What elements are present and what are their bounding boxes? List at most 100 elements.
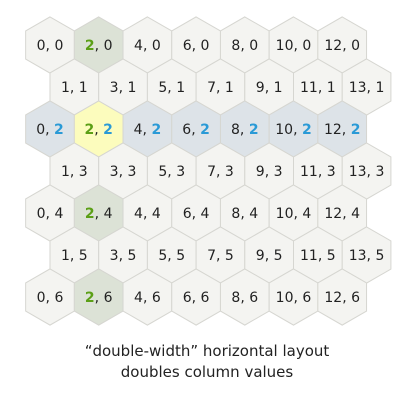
hex-col-value: 5: [158, 248, 167, 264]
hex-label: 4, 2: [134, 122, 162, 138]
hex-label: 0, 2: [36, 122, 64, 138]
hex-row-value: 4: [201, 206, 210, 222]
hex-col-value: 4: [134, 38, 143, 54]
hex-row-value: 0: [351, 38, 360, 54]
hex-label: 2, 0: [85, 38, 113, 54]
hex-col-value: 9: [256, 164, 265, 180]
hex-col-value: 13: [349, 80, 367, 96]
hex-row-value: 1: [274, 80, 283, 96]
hex-label: 0, 0: [37, 38, 64, 54]
hex-label: 6, 0: [183, 38, 210, 54]
hex-col-value: 2: [85, 290, 95, 306]
hex-label: 5, 5: [158, 248, 185, 264]
hex-row-value: 6: [54, 290, 63, 306]
hex-row-value: 4: [152, 206, 161, 222]
hex-label: 4, 6: [134, 290, 161, 306]
hex-row-value: 3: [274, 164, 283, 180]
hex-cell-6-6: 6, 6: [171, 268, 221, 326]
hex-row-value: 4: [249, 206, 258, 222]
hex-row-value: 0: [54, 38, 63, 54]
hex-col-value: 10: [276, 290, 294, 306]
hex-col-value: 8: [231, 38, 240, 54]
hex-row-value: 0: [249, 38, 258, 54]
hex-row-value: 6: [201, 290, 210, 306]
hex-col-value: 7: [207, 80, 216, 96]
hex-label: 1, 3: [61, 164, 88, 180]
hex-row-value: 2: [151, 122, 161, 138]
hex-col-value: 6: [182, 122, 191, 138]
hex-label: 11, 1: [300, 80, 336, 96]
hex-cell-9-3: 9, 3: [244, 142, 294, 200]
hex-row-value: 4: [351, 206, 360, 222]
hex-label: 12, 0: [324, 38, 360, 54]
hex-label: 0, 6: [37, 290, 64, 306]
hex-label: 7, 3: [207, 164, 234, 180]
hex-label: 8, 2: [231, 122, 259, 138]
hex-col-value: 11: [300, 80, 318, 96]
hex-label: 1, 1: [61, 80, 88, 96]
hex-row-value: 6: [152, 290, 161, 306]
hex-label: 12, 2: [324, 122, 360, 138]
hex-label: 2, 4: [85, 206, 113, 222]
hex-col-value: 3: [110, 80, 119, 96]
hex-label: 6, 4: [183, 206, 210, 222]
hex-label: 9, 3: [256, 164, 283, 180]
hex-col-value: 13: [349, 248, 367, 264]
hex-row-value: 2: [351, 122, 361, 138]
hex-label: 10, 6: [276, 290, 312, 306]
hex-cell-4-0: 4, 0: [122, 16, 173, 74]
hex-label: 3, 1: [110, 80, 137, 96]
hex-cell-12-4: 12, 4: [317, 184, 368, 242]
hex-row-value: 5: [128, 248, 137, 264]
hex-cell-12-2: 12, 2: [317, 100, 368, 158]
hex-row-value: 5: [176, 248, 185, 264]
hex-grid: 0, 0 2, 0 4, 0 6, 0 8, 0 10, 0 12, 0 1, 1 3, 1 5,…: [25, 16, 392, 326]
hex-row-value: 2: [54, 122, 64, 138]
hex-col-value: 6: [183, 38, 192, 54]
hex-col-value: 1: [61, 248, 70, 264]
hex-row-value: 0: [104, 38, 113, 54]
hex-row-value: 3: [79, 164, 88, 180]
hex-cell-13-3: 13, 3: [341, 142, 392, 200]
caption-line-1: “double-width” horizontal layout: [84, 342, 330, 360]
hex-row-value: 3: [375, 164, 384, 180]
hex-col-value: 13: [349, 164, 367, 180]
hex-cell-13-5: 13, 5: [341, 226, 392, 284]
hex-cell-11-3: 11, 3: [293, 142, 343, 200]
hex-label: 9, 1: [256, 80, 283, 96]
hex-col-value: 11: [300, 164, 318, 180]
hex-row-value: 5: [327, 248, 336, 264]
hex-row-value: 1: [79, 80, 88, 96]
hex-cell-13-1: 13, 1: [341, 58, 392, 116]
hex-col-value: 1: [61, 80, 70, 96]
hex-row-value: 6: [302, 290, 311, 306]
hex-label: 3, 3: [110, 164, 137, 180]
hex-label: 9, 5: [256, 248, 283, 264]
hex-col-value: 5: [158, 80, 167, 96]
hex-col-value: 9: [256, 80, 265, 96]
hex-col-value: 4: [134, 206, 143, 222]
hex-label: 13, 3: [349, 164, 385, 180]
hex-row-value: 6: [249, 290, 258, 306]
hex-row-value: 2: [249, 122, 259, 138]
hex-cell-11-1: 11, 1: [293, 58, 343, 116]
hex-label: 10, 4: [276, 206, 312, 222]
hex-col-value: 4: [134, 290, 143, 306]
hex-row-value: 2: [103, 122, 113, 138]
hex-col-value: 2: [85, 206, 95, 222]
hex-row-value: 3: [225, 164, 234, 180]
hex-label: 5, 1: [158, 80, 185, 96]
hex-cell-2-2: 2, 2: [73, 100, 124, 158]
hex-row-value: 3: [327, 164, 336, 180]
hex-shape: [317, 268, 368, 326]
hex-row-value: 2: [200, 122, 210, 138]
hex-row-value: 6: [104, 290, 113, 306]
hex-cell-1-3: 1, 3: [49, 142, 100, 200]
hex-col-value: 2: [85, 38, 95, 54]
hex-col-value: 8: [231, 290, 240, 306]
hex-label: 7, 5: [207, 248, 234, 264]
hex-col-value: 12: [324, 290, 342, 306]
hex-label: 1, 5: [61, 248, 88, 264]
hex-col-value: 5: [158, 164, 167, 180]
hex-row-value: 1: [128, 80, 137, 96]
